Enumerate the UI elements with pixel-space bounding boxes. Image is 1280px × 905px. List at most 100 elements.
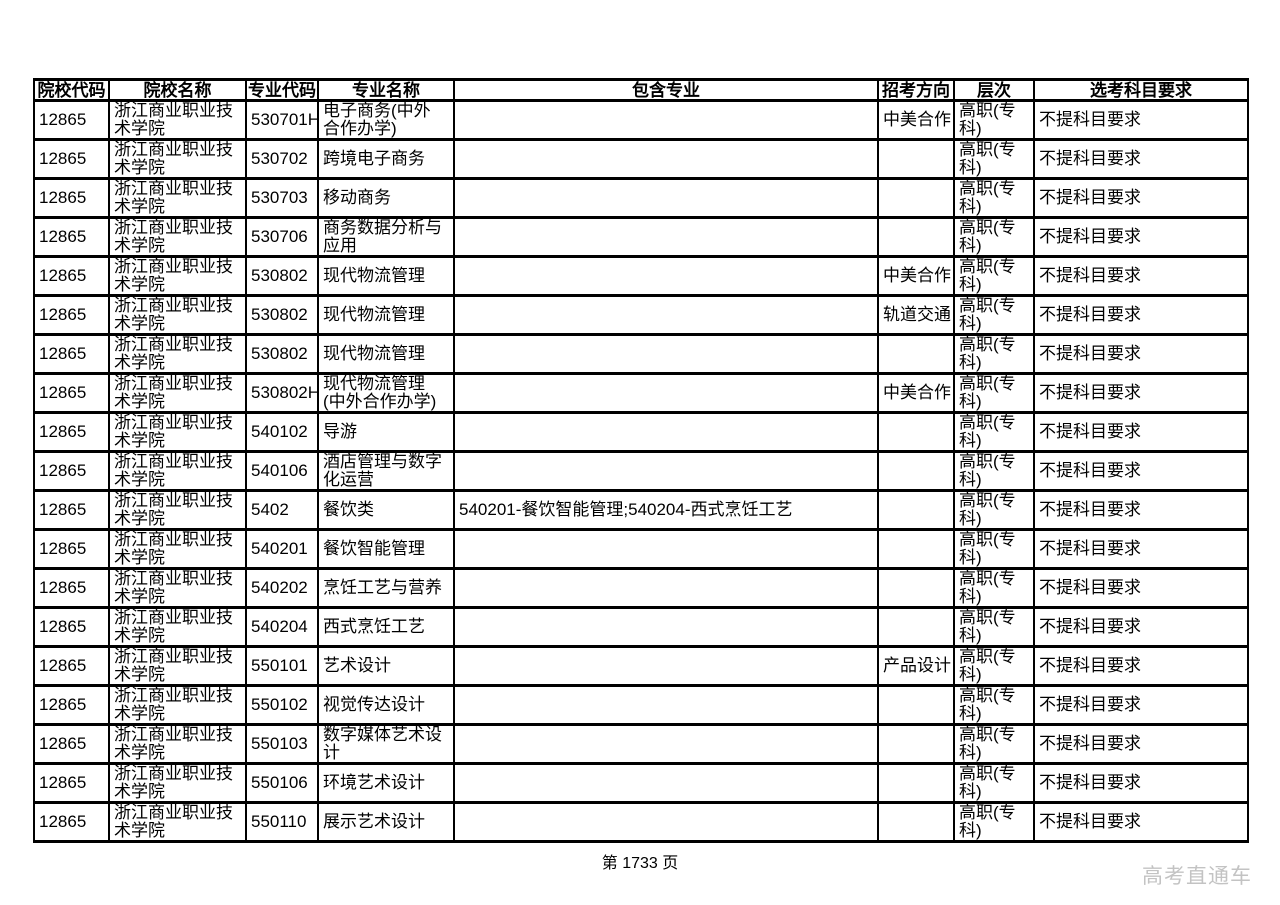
cell-included-majors (453, 411, 879, 453)
col-header-college-name: 院校名称 (108, 78, 247, 102)
cell-college-name: 浙江商业职业技 术学院 (108, 723, 247, 765)
cell-included-majors (453, 567, 879, 609)
cell-included-majors (453, 450, 879, 492)
cell-college-name: 浙江商业职业技 术学院 (108, 294, 247, 336)
cell-included-majors (453, 216, 879, 258)
cell-included-majors: 540201-餐饮智能管理;540204-西式烹饪工艺 (453, 489, 879, 531)
cell-major-name: 移动商务 (317, 177, 455, 219)
cell-subject-requirement: 不提科目要求 (1033, 645, 1249, 687)
cell-major-code: 540102 (245, 411, 319, 453)
cell-included-majors (453, 801, 879, 843)
cell-college-code: 12865 (33, 723, 110, 765)
cell-direction (877, 138, 955, 180)
table-row: 12865 浙江商业职业技 术学院 530802 现代物流管理 高职(专 科) … (33, 333, 1249, 375)
cell-subject-requirement: 不提科目要求 (1033, 294, 1249, 336)
cell-direction (877, 489, 955, 531)
cell-direction: 中美合作 (877, 255, 955, 297)
cell-direction (877, 762, 955, 804)
cell-major-name: 现代物流管理 (317, 333, 455, 375)
col-header-direction: 招考方向 (877, 78, 955, 102)
cell-major-code: 530802 (245, 333, 319, 375)
cell-direction (877, 801, 955, 843)
table-row: 12865 浙江商业职业技 术学院 530702 跨境电子商务 高职(专 科) … (33, 138, 1249, 180)
cell-major-code: 540204 (245, 606, 319, 648)
cell-level: 高职(专 科) (953, 294, 1035, 336)
table-row: 12865 浙江商业职业技 术学院 540106 酒店管理与数字 化运营 高职(… (33, 450, 1249, 492)
cell-direction: 中美合作 (877, 372, 955, 414)
cell-college-code: 12865 (33, 333, 110, 375)
cell-major-code: 530802H (245, 372, 319, 414)
cell-college-name: 浙江商业职业技 术学院 (108, 606, 247, 648)
cell-college-name: 浙江商业职业技 术学院 (108, 762, 247, 804)
table-row: 12865 浙江商业职业技 术学院 530706 商务数据分析与 应用 高职(专… (33, 216, 1249, 258)
cell-included-majors (453, 723, 879, 765)
cell-subject-requirement: 不提科目要求 (1033, 606, 1249, 648)
cell-level: 高职(专 科) (953, 450, 1035, 492)
cell-college-code: 12865 (33, 411, 110, 453)
col-header-subject-requirement: 选考科目要求 (1033, 78, 1249, 102)
col-header-college-code: 院校代码 (33, 78, 110, 102)
cell-college-code: 12865 (33, 177, 110, 219)
cell-major-code: 530703 (245, 177, 319, 219)
cell-direction (877, 606, 955, 648)
cell-major-code: 530706 (245, 216, 319, 258)
cell-direction (877, 528, 955, 570)
cell-college-code: 12865 (33, 99, 110, 141)
cell-major-name: 现代物流管理 (中外合作办学) (317, 372, 455, 414)
cell-college-name: 浙江商业职业技 术学院 (108, 567, 247, 609)
cell-major-name: 导游 (317, 411, 455, 453)
table-row: 12865 浙江商业职业技 术学院 530701H 电子商务(中外 合作办学) … (33, 99, 1249, 141)
cell-college-name: 浙江商业职业技 术学院 (108, 372, 247, 414)
cell-level: 高职(专 科) (953, 684, 1035, 726)
cell-college-code: 12865 (33, 138, 110, 180)
cell-major-name: 艺术设计 (317, 645, 455, 687)
cell-subject-requirement: 不提科目要求 (1033, 801, 1249, 843)
cell-subject-requirement: 不提科目要求 (1033, 684, 1249, 726)
cell-included-majors (453, 606, 879, 648)
table-row: 12865 浙江商业职业技 术学院 530802 现代物流管理 中美合作 高职(… (33, 255, 1249, 297)
cell-college-code: 12865 (33, 801, 110, 843)
cell-subject-requirement: 不提科目要求 (1033, 450, 1249, 492)
cell-subject-requirement: 不提科目要求 (1033, 99, 1249, 141)
cell-college-code: 12865 (33, 606, 110, 648)
table-body: 12865 浙江商业职业技 术学院 530701H 电子商务(中外 合作办学) … (33, 99, 1249, 843)
cell-included-majors (453, 99, 879, 141)
cell-included-majors (453, 762, 879, 804)
cell-major-name: 电子商务(中外 合作办学) (317, 99, 455, 141)
cell-major-name: 餐饮类 (317, 489, 455, 531)
cell-college-code: 12865 (33, 762, 110, 804)
cell-subject-requirement: 不提科目要求 (1033, 216, 1249, 258)
cell-major-name: 酒店管理与数字 化运营 (317, 450, 455, 492)
cell-direction (877, 567, 955, 609)
col-header-level: 层次 (953, 78, 1035, 102)
cell-college-code: 12865 (33, 450, 110, 492)
cell-college-code: 12865 (33, 255, 110, 297)
cell-college-name: 浙江商业职业技 术学院 (108, 645, 247, 687)
cell-direction: 中美合作 (877, 99, 955, 141)
cell-college-code: 12865 (33, 294, 110, 336)
cell-level: 高职(专 科) (953, 528, 1035, 570)
cell-major-name: 视觉传达设计 (317, 684, 455, 726)
cell-subject-requirement: 不提科目要求 (1033, 528, 1249, 570)
cell-college-code: 12865 (33, 645, 110, 687)
cell-subject-requirement: 不提科目要求 (1033, 255, 1249, 297)
cell-level: 高职(专 科) (953, 606, 1035, 648)
cell-direction (877, 177, 955, 219)
cell-college-code: 12865 (33, 684, 110, 726)
cell-major-name: 跨境电子商务 (317, 138, 455, 180)
cell-included-majors (453, 294, 879, 336)
cell-college-name: 浙江商业职业技 术学院 (108, 801, 247, 843)
cell-included-majors (453, 255, 879, 297)
cell-direction (877, 333, 955, 375)
cell-major-name: 西式烹饪工艺 (317, 606, 455, 648)
cell-subject-requirement: 不提科目要求 (1033, 723, 1249, 765)
cell-major-name: 烹饪工艺与营养 (317, 567, 455, 609)
cell-college-name: 浙江商业职业技 术学院 (108, 99, 247, 141)
cell-included-majors (453, 528, 879, 570)
cell-included-majors (453, 177, 879, 219)
table-row: 12865 浙江商业职业技 术学院 540201 餐饮智能管理 高职(专 科) … (33, 528, 1249, 570)
cell-major-code: 530701H (245, 99, 319, 141)
cell-college-name: 浙江商业职业技 术学院 (108, 255, 247, 297)
majors-table: 院校代码 院校名称 专业代码 专业名称 包含专业 招考方向 层次 选考科目要求 … (33, 78, 1249, 843)
cell-direction (877, 450, 955, 492)
